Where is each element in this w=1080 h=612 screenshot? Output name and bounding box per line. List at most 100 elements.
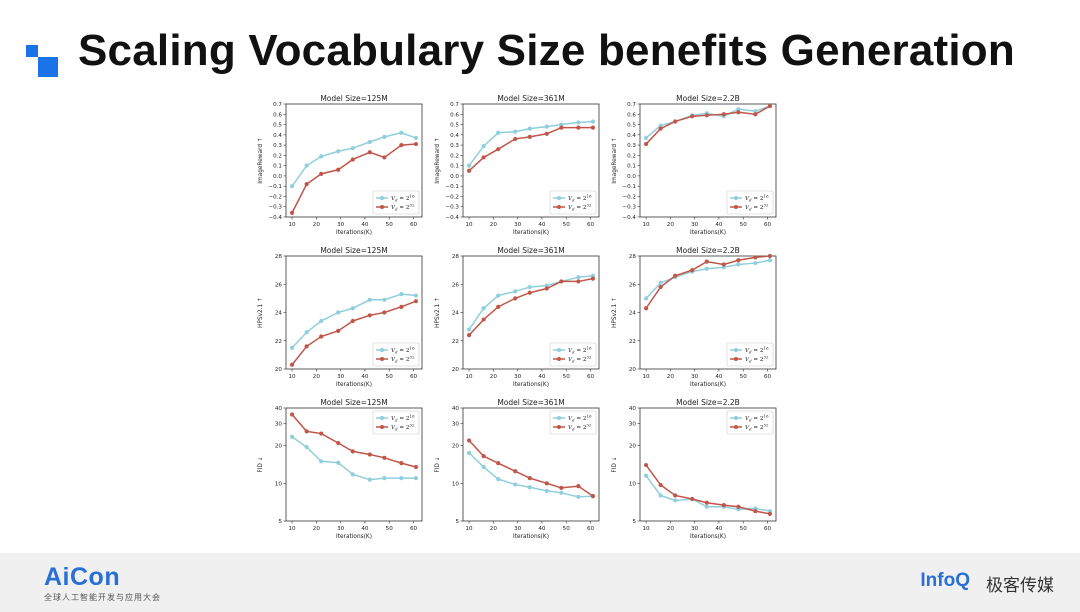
x-tick-label: 40: [538, 374, 546, 380]
y-tick-label: 30: [452, 422, 460, 428]
data-point: [336, 440, 341, 446]
legend-label: Vd = 232: [391, 423, 415, 432]
data-point: [643, 473, 649, 478]
y-tick-label: 28: [275, 254, 283, 260]
legend-marker: [734, 348, 738, 352]
legend-label: Vd = 232: [568, 355, 592, 364]
data-point: [590, 125, 596, 130]
data-point: [736, 258, 741, 263]
series-line: [468, 452, 593, 498]
y-tick-label: 0.2: [627, 153, 636, 159]
x-axis-label: Iterations(K): [336, 382, 372, 388]
legend-marker: [380, 416, 384, 420]
legend-label: Vd = 216: [568, 414, 592, 423]
chart-panel: Model Size=125M −0.4 −0.3 −0.2 −0.1 0.0 0.1 0.2…: [257, 94, 423, 236]
legend-marker: [734, 416, 738, 420]
x-tick-label: 20: [490, 526, 498, 532]
data-point: [289, 345, 295, 350]
y-tick-label: 10: [629, 481, 637, 487]
data-point: [367, 139, 372, 145]
legend-marker: [557, 425, 561, 429]
chart-panel: Model Size=361M −0.4 −0.3 −0.2 −0.1 0.0 0.1 0.2…: [434, 94, 600, 236]
chart-title: Model Size=361M: [497, 94, 564, 103]
data-point: [673, 273, 678, 278]
x-tick-label: 60: [764, 526, 772, 532]
data-point: [466, 327, 472, 332]
chart-grid: Model Size=125M −0.4 −0.3 −0.2 −0.1 0.0 0.1 0.2…: [257, 94, 777, 540]
data-point: [736, 504, 741, 509]
infoq-subtitle: 极客传媒: [986, 576, 1054, 596]
series-line: [468, 126, 593, 172]
data-point: [367, 313, 372, 318]
legend-marker: [380, 348, 384, 352]
legend-box: [726, 190, 774, 215]
data-point: [658, 482, 663, 488]
data-point: [643, 141, 649, 147]
y-tick-label: 5: [632, 519, 636, 525]
data-point: [413, 464, 419, 470]
y-tick-label: 22: [629, 339, 636, 345]
x-tick-label: 50: [740, 526, 748, 532]
chart-title: Model Size=125M: [320, 246, 387, 255]
data-point: [559, 490, 564, 495]
legend-label: Vd = 216: [745, 194, 769, 203]
x-tick-label: 20: [667, 374, 675, 380]
y-axis-label: HPSv2.1 ↑: [257, 297, 264, 328]
data-point: [481, 306, 486, 311]
data-point: [336, 460, 341, 465]
series-line: [645, 105, 771, 139]
x-axis-label: Iterations(K): [513, 230, 549, 236]
y-tick-label: 40: [629, 406, 637, 412]
chart-panel: Model Size=361M 20 22 24 26 28 10 20 30 40 50 60 Ite…: [434, 246, 600, 388]
data-point: [753, 255, 758, 260]
x-tick-label: 40: [538, 526, 546, 532]
data-point: [673, 498, 678, 503]
data-point: [673, 119, 678, 124]
data-point: [350, 318, 355, 324]
chart-title: Model Size=361M: [497, 398, 564, 407]
y-tick-label: −0.4: [622, 215, 636, 221]
y-tick-label: −0.3: [622, 205, 636, 211]
data-point: [673, 493, 678, 498]
data-point: [289, 184, 295, 189]
data-point: [704, 500, 709, 505]
infoq-logo: InfoQ: [920, 570, 970, 591]
data-point: [304, 163, 309, 168]
chart-panel: Model Size=2.2B 5 10 20 30 40 10 20 30 40 50 60 Iter…: [611, 398, 777, 540]
data-point: [513, 129, 518, 134]
data-point: [527, 290, 532, 295]
x-tick-label: 10: [643, 526, 651, 532]
data-point: [466, 450, 472, 456]
data-point: [690, 268, 695, 273]
legend-label: Vd = 216: [745, 414, 769, 423]
data-point: [367, 477, 372, 482]
data-point: [367, 297, 372, 302]
legend-marker: [557, 348, 561, 352]
data-point: [643, 462, 649, 468]
y-tick-label: 24: [452, 311, 460, 317]
legend-box: [549, 190, 597, 215]
y-tick-label: −0.4: [268, 215, 282, 221]
legend-marker: [734, 205, 738, 209]
x-axis-label: Iterations(K): [336, 534, 372, 540]
x-tick-label: 30: [514, 526, 522, 532]
y-tick-label: 0.6: [627, 112, 636, 118]
y-tick-label: −0.1: [622, 184, 636, 190]
x-tick-label: 40: [361, 526, 369, 532]
data-point: [496, 147, 501, 152]
y-tick-label: 0.0: [273, 174, 282, 180]
data-point: [527, 485, 532, 490]
data-point: [399, 304, 404, 309]
x-tick-label: 10: [466, 222, 474, 228]
data-point: [658, 284, 663, 290]
legend-marker: [380, 205, 384, 209]
data-point: [304, 444, 309, 450]
x-tick-label: 10: [289, 526, 297, 532]
y-tick-label: −0.1: [445, 184, 459, 190]
data-point: [544, 124, 549, 129]
legend-box: [372, 190, 420, 215]
data-point: [319, 318, 324, 324]
y-axis-label: HPSv2.1 ↑: [434, 297, 441, 328]
data-point: [576, 275, 581, 280]
y-tick-label: −0.2: [622, 194, 636, 200]
